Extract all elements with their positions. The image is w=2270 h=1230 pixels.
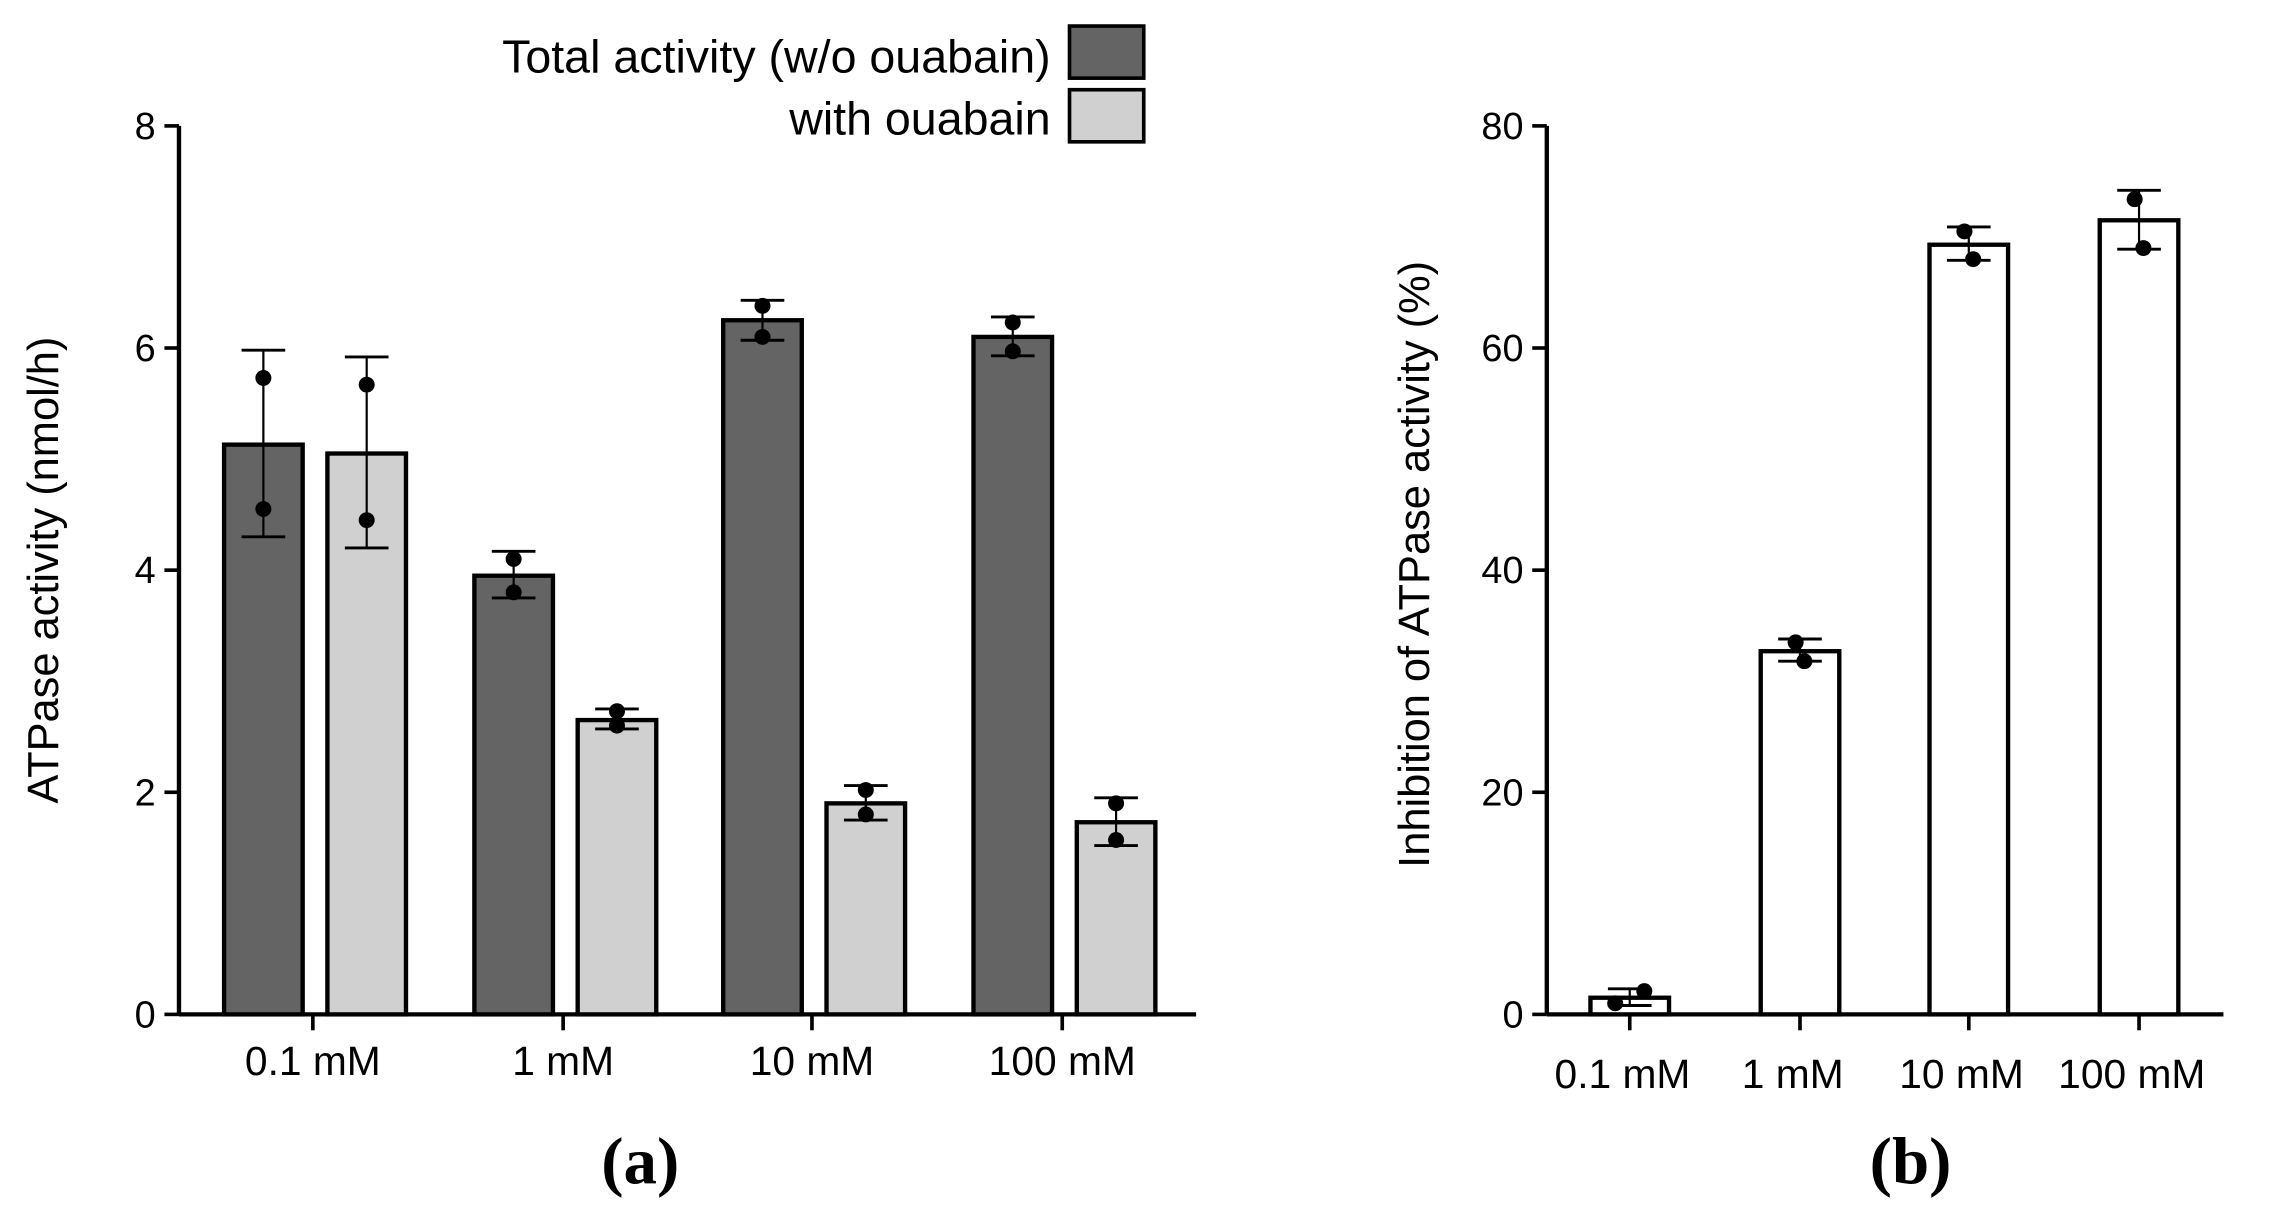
bar xyxy=(221,442,305,1017)
x-tick-label: 10 mM xyxy=(1899,1051,2024,1097)
y-tick-label: 60 xyxy=(1481,327,1523,369)
chart-a: 0 2 4 6 8 0.1 mM 1 mM 10 mM 100 mM xyxy=(135,105,1197,1084)
data-point xyxy=(1108,832,1125,848)
data-point xyxy=(1108,795,1125,812)
panel-label-a: (a) xyxy=(601,1126,679,1199)
bar xyxy=(575,717,659,1017)
bar xyxy=(472,573,556,1017)
y-tick-label: 4 xyxy=(135,549,156,591)
data-point xyxy=(505,584,522,601)
data-point xyxy=(2126,191,2143,208)
x-tick-label: 100 mM xyxy=(989,1038,1136,1084)
data-point xyxy=(857,806,874,823)
data-point xyxy=(857,782,874,799)
data-point xyxy=(754,297,771,314)
bar xyxy=(2097,218,2181,1017)
legend-label-ouabain: with ouabain xyxy=(788,93,1050,145)
x-tick-label: 10 mM xyxy=(750,1038,875,1084)
bar xyxy=(1758,649,1842,1017)
x-tick-label: 100 mM xyxy=(2058,1051,2205,1097)
data-point xyxy=(1787,634,1804,651)
y-tick-label: 2 xyxy=(135,771,156,813)
data-point xyxy=(358,376,375,393)
data-point xyxy=(2135,240,2152,257)
bar xyxy=(1074,820,1158,1017)
data-point xyxy=(255,501,272,518)
data-point xyxy=(255,370,272,386)
y-axis-label-b: Inhibition of ATPase activity (%) xyxy=(1391,261,1439,868)
y-tick-label: 8 xyxy=(135,105,156,147)
data-point xyxy=(1607,995,1624,1012)
data-point xyxy=(1636,983,1653,1000)
legend-label-total: Total activity (w/o ouabain) xyxy=(502,30,1051,82)
x-tick-label: 0.1 mM xyxy=(245,1038,381,1084)
data-point xyxy=(608,703,625,720)
data-point xyxy=(1965,251,1982,268)
y-tick-label: 0 xyxy=(1502,994,1523,1036)
y-tick-label: 20 xyxy=(1481,771,1523,813)
legend-swatch-total xyxy=(1067,24,1146,80)
legend-swatch-ouabain xyxy=(1067,87,1146,144)
y-tick-label: 40 xyxy=(1481,549,1523,591)
x-tick-label: 0.1 mM xyxy=(1555,1051,1691,1097)
y-tick-label: 80 xyxy=(1481,105,1523,147)
y-tick-label: 6 xyxy=(135,327,156,369)
data-point xyxy=(1004,343,1021,360)
chart-b: 0 20 40 60 80 0.1 mM 1 mM 10 mM 100 mM xyxy=(1481,105,2224,1097)
panel-label-b: (b) xyxy=(1870,1126,1952,1199)
data-point xyxy=(754,328,771,345)
bar xyxy=(1927,242,2011,1017)
data-point xyxy=(1956,223,1973,240)
y-tick-label: 0 xyxy=(135,994,156,1036)
x-tick-label: 1 mM xyxy=(512,1038,614,1084)
data-point xyxy=(608,717,625,734)
legend: Total activity (w/o ouabain) with ouabai… xyxy=(502,24,1146,145)
bar xyxy=(971,334,1055,1017)
data-point xyxy=(358,512,375,529)
data-point xyxy=(505,551,522,567)
data-point xyxy=(1004,314,1021,331)
bar xyxy=(824,801,908,1017)
x-tick-label: 1 mM xyxy=(1742,1051,1844,1097)
bar xyxy=(721,318,804,1017)
y-axis-label-a: ATPase activity (nmol/h) xyxy=(20,337,68,804)
data-point xyxy=(1796,653,1813,670)
